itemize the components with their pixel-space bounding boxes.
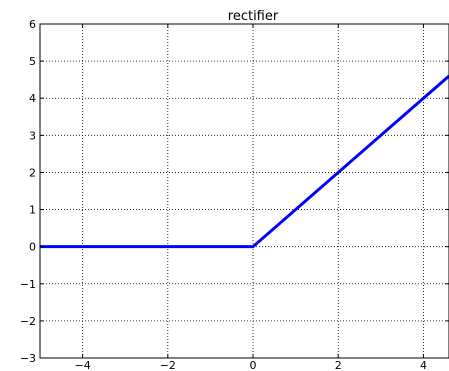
chart-title: rectifier xyxy=(228,9,279,24)
y-tick-label: 6 xyxy=(29,18,36,31)
grid xyxy=(40,24,449,358)
y-tick-label: 4 xyxy=(29,92,36,105)
x-tick-label: 0 xyxy=(250,359,257,371)
y-tick-label: 3 xyxy=(29,129,36,142)
y-tick-label: 1 xyxy=(29,204,36,217)
x-tick-label: −4 xyxy=(74,359,90,371)
y-tick-label: −3 xyxy=(20,352,36,365)
x-tick-label: −2 xyxy=(160,359,176,371)
x-tick-label: 4 xyxy=(420,359,427,371)
series-line xyxy=(40,74,449,249)
ticks: −4 −2 0 2 4 −3 −2 −1 0 1 2 3 4 5 6 xyxy=(20,18,449,371)
y-tick-label: 2 xyxy=(29,166,36,179)
y-tick-label: 0 xyxy=(29,241,36,254)
y-tick-label: −2 xyxy=(20,315,36,328)
series-layer xyxy=(40,74,449,249)
y-tick-label: −1 xyxy=(20,278,36,291)
plot-frame xyxy=(39,23,449,359)
y-tick-label: 5 xyxy=(29,55,36,68)
x-tick-label: 2 xyxy=(335,359,342,371)
